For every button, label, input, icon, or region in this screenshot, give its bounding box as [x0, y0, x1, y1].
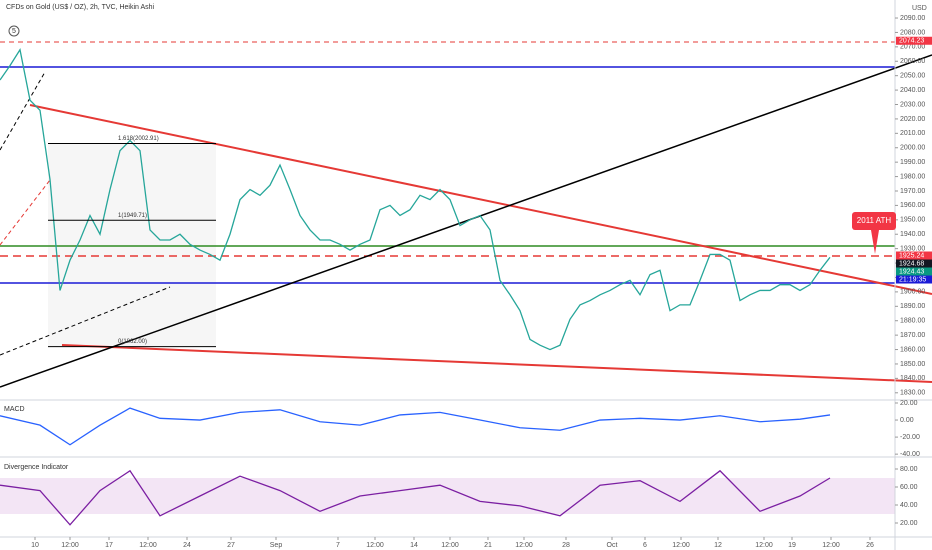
y-tick-label: 1840.00: [900, 375, 925, 382]
y-tick-label: 2090.00: [900, 15, 925, 22]
chart-title: CFDs on Gold (US$ / OZ), 2h, TVC, Heikin…: [6, 4, 155, 11]
annotation-box: [852, 212, 896, 230]
x-tick-label: 17: [105, 542, 113, 549]
trend-line: [0, 54, 932, 388]
x-tick-label: 12:00: [139, 542, 157, 549]
y-tick-label: 1900.00: [900, 289, 925, 296]
x-tick-label: 27: [227, 542, 235, 549]
y-tick-label: 20.00: [900, 400, 918, 407]
channel-line: [0, 286, 171, 356]
x-tick-label: 19: [788, 542, 796, 549]
y-tick-label: 1970.00: [900, 188, 925, 195]
y-tick-label: 2010.00: [900, 130, 925, 137]
y-tick-label: 1850.00: [900, 361, 925, 368]
price-line: [0, 407, 831, 446]
x-tick-label: Oct: [607, 542, 618, 549]
y-tick-label: 1950.00: [900, 217, 925, 224]
y-tick-label: 1860.00: [900, 346, 925, 353]
y-tick-label: 40.00: [900, 502, 918, 509]
x-tick-label: 14: [410, 542, 418, 549]
price-line: [0, 48, 831, 351]
x-tick-label: 24: [183, 542, 191, 549]
trend-line: [29, 104, 932, 295]
price-label-box: [896, 267, 932, 276]
y-tick-label: 2050.00: [900, 73, 925, 80]
x-tick-label: 12:00: [61, 542, 79, 549]
price-label: 2074.23: [899, 38, 924, 45]
y-tick-label: 1930.00: [900, 245, 925, 252]
price-label: 1925.24: [899, 252, 924, 259]
y-tick-label: -20.00: [900, 434, 920, 441]
x-tick-label: 6: [643, 542, 647, 549]
price-label-box: [896, 259, 932, 268]
fib-zone: [48, 143, 216, 346]
fib-label: 1.618(2002.91): [118, 136, 159, 142]
price-label: 1924.68: [899, 260, 924, 267]
x-tick-label: 12:00: [515, 542, 533, 549]
y-tick-label: -40.00: [900, 451, 920, 458]
price-label: 1924.43: [899, 268, 924, 275]
marker: 5: [12, 28, 16, 35]
countdown-box: [896, 275, 932, 284]
x-tick-label: 12:00: [366, 542, 384, 549]
x-tick-label: Sep: [270, 542, 283, 549]
fib-label: 1(1949.71): [118, 213, 147, 219]
x-tick-label: 12:00: [672, 542, 690, 549]
countdown: 21:19:35: [899, 276, 926, 283]
y-tick-label: 2080.00: [900, 29, 925, 36]
pane-title: Divergence Indicator: [4, 464, 69, 471]
pane-title: MACD: [4, 406, 25, 413]
x-tick-label: 28: [562, 542, 570, 549]
y-tick-label: 1830.00: [900, 390, 925, 397]
y-tick-label: 1880.00: [900, 318, 925, 325]
x-tick-label: 12: [714, 542, 722, 549]
annotation-pointer: [871, 230, 879, 254]
x-tick-label: 12:00: [822, 542, 840, 549]
y-tick-label: 60.00: [900, 484, 918, 491]
y-tick-label: 1870.00: [900, 332, 925, 339]
trend-line: [61, 344, 932, 383]
y-tick-label: 20.00: [900, 520, 918, 527]
y-tick-label: 2070.00: [900, 44, 925, 51]
y-tick-label: 2030.00: [900, 101, 925, 108]
y-tick-label: 1940.00: [900, 231, 925, 238]
fib-label: 0(1862.00): [118, 339, 147, 345]
y-tick-label: 2040.00: [900, 87, 925, 94]
y-tick-label: 2020.00: [900, 116, 925, 123]
marker-circle: [8, 25, 20, 37]
rsi-band: [0, 478, 895, 514]
x-tick-label: 12:00: [441, 542, 459, 549]
y-tick-label: 80.00: [900, 466, 918, 473]
x-tick-label: 21: [484, 542, 492, 549]
x-tick-label: 12:00: [755, 542, 773, 549]
y-tick-label: 1980.00: [900, 173, 925, 180]
channel-line: [0, 71, 46, 151]
x-tick-label: 7: [336, 542, 340, 549]
y-tick-label: 2060.00: [900, 58, 925, 65]
price-label-box: [896, 251, 932, 260]
x-tick-label: 26: [866, 542, 874, 549]
price-label-box: [896, 36, 932, 45]
currency: USD: [912, 5, 927, 12]
y-tick-label: 1990.00: [900, 159, 925, 166]
y-tick-label: 1960.00: [900, 202, 925, 209]
annotation: 2011 ATH: [857, 216, 892, 225]
price-line: [0, 469, 831, 526]
x-tick-label: 10: [31, 542, 39, 549]
y-tick-label: 1890.00: [900, 303, 925, 310]
y-tick-label: 0.00: [900, 417, 914, 424]
y-tick-label: 2000.00: [900, 145, 925, 152]
